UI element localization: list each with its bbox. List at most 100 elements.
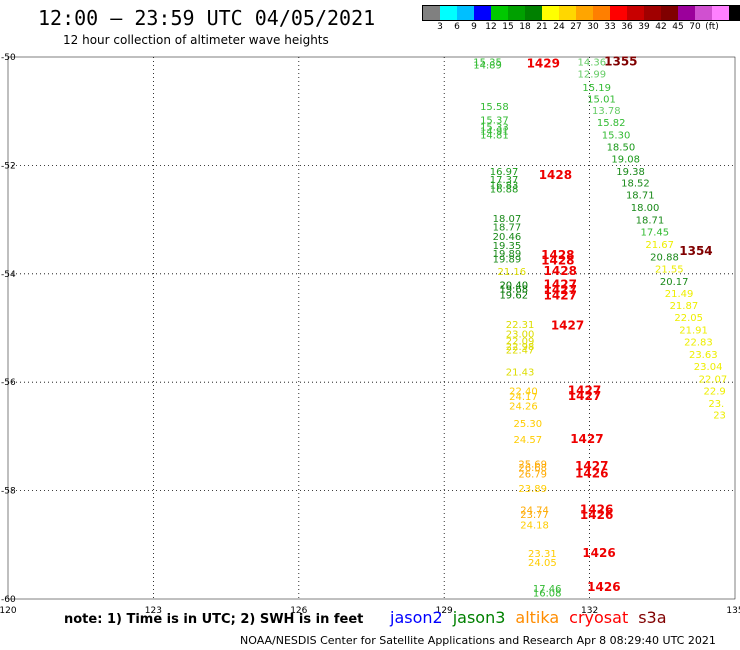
wave-height-label: 12.99 (577, 69, 606, 80)
wave-height-label: 23.89 (518, 484, 547, 495)
wave-height-label: 18.50 (607, 142, 636, 153)
wave-height-label: 18.77 (493, 223, 522, 234)
wave-height-label: 17.46 (533, 584, 562, 595)
wave-height-label: 16.83 (490, 180, 519, 191)
orbit-id-label: 1355 (604, 54, 637, 68)
colorbar-swatch (576, 6, 593, 20)
colorbar-label: 70 (689, 22, 701, 32)
wave-height-label: 23.63 (689, 350, 718, 361)
wave-height-label: 22.07 (699, 374, 728, 385)
x-tick-label: 123 (145, 606, 162, 616)
orbit-id-label: 1426 (580, 508, 613, 522)
wave-height-label: 24.74 (520, 506, 549, 517)
wave-height-label: 18.07 (493, 214, 522, 225)
wave-height-label: 22.40 (509, 386, 538, 397)
wave-height-label: 23.77 (520, 510, 549, 521)
wave-height-label: 19.38 (616, 167, 645, 178)
colorbar-swatch (712, 6, 729, 20)
wave-height-label: 16.88 (490, 185, 519, 196)
y-tick-label: -54 (1, 270, 16, 280)
wave-height-label: 21.67 (645, 240, 674, 251)
wave-height-label: 20.40 (499, 281, 528, 292)
wave-height-label: 24.17 (509, 392, 538, 403)
wave-height-label: 15.01 (587, 95, 616, 106)
wave-height-label: 15.30 (602, 131, 631, 142)
colorbar-swatch (729, 6, 740, 20)
y-tick-label: -52 (1, 161, 16, 171)
colorbar-label: 18 (519, 22, 531, 32)
wave-height-label: 18.71 (626, 191, 655, 202)
wave-height-label: 14.89 (473, 61, 502, 72)
wave-height-label: 22.31 (506, 320, 535, 331)
orbit-id-label: 1426 (580, 503, 613, 517)
legend-entry-s3a: s3a (638, 608, 667, 627)
colorbar-swatch (695, 6, 712, 20)
wave-height-label: 15.35 (473, 57, 502, 68)
colorbar-label: 3 (437, 22, 443, 32)
wave-height-label: 22.05 (674, 313, 703, 324)
legend-entry-altika: altika (515, 608, 560, 627)
wave-height-label: 19.89 (493, 249, 522, 260)
wave-height-label: 22.98 (506, 342, 535, 353)
colorbar-label: 45 (672, 22, 684, 32)
wave-height-label: 22.47 (506, 346, 535, 357)
wave-height-label: 20.46 (493, 232, 522, 243)
map-title: 12:00 — 23:59 UTC 04/05/2021 (38, 6, 376, 30)
plot-frame (7, 56, 736, 600)
satellite-legend: jason2 jason3 altika cryosat s3a (390, 608, 667, 627)
wave-height-label: 23 (713, 411, 726, 422)
axis-ticks: 120 123 126 129 132 135 -50 -52 -54 -56 -58 -60 (0, 53, 740, 616)
wave-height-label: 22.83 (684, 338, 713, 349)
orbit-id-label: 1427 (568, 383, 601, 397)
wave-height-label: 26.68 (518, 463, 547, 474)
colorbar-label: 27 (570, 22, 582, 32)
colorbar-label: 15 (502, 22, 514, 32)
colorbar-label: 12 (485, 22, 497, 32)
wave-height-label: 24.05 (528, 558, 557, 569)
wave-height-label: 21.49 (665, 289, 694, 300)
wave-height-label: 17.45 (640, 228, 669, 239)
x-tick-label: 120 (0, 606, 17, 616)
colorbar-label: 42 (655, 22, 667, 32)
wave-height-label: 19.68 (499, 284, 528, 295)
legend-entry-jason2: jason2 (390, 608, 443, 627)
wave-height-label: 18.71 (636, 216, 665, 227)
colorbar-swatch (661, 6, 678, 20)
orbit-id-label: 1426 (582, 546, 615, 560)
colorbar-label: 9 (471, 22, 477, 32)
wave-height-label: 15.33 (480, 122, 509, 133)
wave-height-label: 14.36 (577, 57, 606, 68)
wave-height-label: 24.57 (514, 435, 543, 446)
orbit-id-label: 1428 (541, 248, 574, 262)
colorbar-swatch (423, 6, 440, 20)
wave-height-label: 23. (708, 399, 724, 410)
wave-height-label: 19.08 (611, 154, 640, 165)
y-tick-label: -50 (1, 53, 16, 63)
legend-entry-jason3: jason3 (452, 608, 506, 627)
colorbar-label: 36 (621, 22, 633, 32)
footer-note: note: 1) Time is in UTC; 2) SWH is in fe… (64, 612, 364, 627)
colorbar-swatch (525, 6, 542, 20)
colorbar-swatch (644, 6, 661, 20)
colorbar-label: 21 (536, 22, 548, 32)
colorbar-swatch (474, 6, 491, 20)
colorbar-label: 30 (587, 22, 599, 32)
orbit-id-label: 1427 (544, 283, 577, 297)
wave-height-label: 17.37 (490, 175, 519, 186)
orbit-id-label: 1427 (568, 389, 601, 403)
legend-entry-cryosat: cryosat (569, 608, 629, 627)
wave-height-label: 26.79 (518, 469, 547, 480)
colorbar (422, 5, 740, 21)
orbit-id-label: 1354 (679, 244, 712, 258)
orbit-id-label: 1427 (551, 318, 584, 332)
wave-height-label: 16.97 (490, 167, 519, 178)
orbit-id-label: 1429 (527, 57, 560, 71)
colorbar-swatch (559, 6, 576, 20)
wave-height-label: 16.08 (533, 588, 562, 599)
y-tick-label: -56 (1, 378, 16, 388)
wave-height-label: 23.00 (506, 329, 535, 340)
colorbar-label: 6 (454, 22, 460, 32)
x-tick-label: 135 (726, 606, 740, 616)
